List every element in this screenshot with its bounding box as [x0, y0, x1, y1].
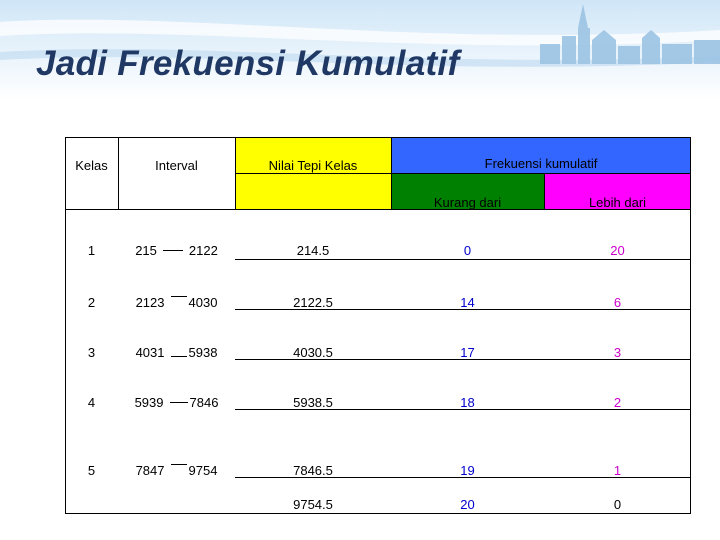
row-5-upper: 9754	[188, 462, 218, 478]
row-1-upper: 2122	[188, 242, 218, 258]
row-2-kelas: 2	[87, 294, 96, 310]
header-mid-line	[235, 173, 691, 174]
row-4-tepi: 5938.5	[293, 394, 333, 410]
slide-title: Jadi Frekuensi Kumulatif	[36, 44, 460, 83]
final-lebih: 0	[613, 496, 622, 512]
row-line-5	[235, 477, 691, 478]
row-3-lower: 4031	[135, 344, 165, 360]
row-1-lebih: 20	[610, 242, 625, 258]
row-4-kurang: 18	[460, 394, 475, 410]
final-kurang: 20	[460, 496, 475, 512]
row-5-interval: 7847 9754	[118, 457, 235, 483]
row-1-interval: 215 2122	[118, 237, 235, 263]
row-3-tepi: 4030.5	[293, 344, 333, 360]
border-bottom	[65, 513, 691, 514]
divider-kurang-lebih	[544, 173, 545, 209]
header-bottom-line	[65, 209, 691, 210]
header-green-fill	[391, 173, 544, 209]
range-dash	[162, 249, 183, 251]
row-line-2	[235, 309, 691, 310]
row-4-kelas: 4	[87, 394, 96, 410]
row-3-kurang: 17	[460, 344, 475, 360]
row-2-lower: 2123	[135, 294, 165, 310]
row-line-1	[235, 259, 691, 260]
row-1-kurang: 0	[463, 242, 472, 258]
row-1-kelas: 1	[87, 242, 96, 258]
row-4-upper: 7846	[189, 394, 219, 410]
row-3-interval: 4031 5938	[118, 339, 235, 365]
header-interval: Interval	[155, 157, 198, 173]
row-2-upper: 4030	[188, 294, 218, 310]
row-4-interval: 5939 7846	[118, 389, 235, 415]
row-line-4	[235, 409, 691, 410]
row-2-interval: 2123 4030	[118, 289, 235, 315]
frequency-table: Kelas Interval Nilai Tepi Kelas Frekuens…	[65, 137, 691, 514]
header-nilai-tepi: Nilai Tepi Kelas	[268, 157, 358, 173]
row-4-lower: 5939	[134, 394, 164, 410]
row-3-upper: 5938	[188, 344, 218, 360]
row-4-lebih: 2	[613, 394, 622, 410]
row-5-lebih: 1	[613, 462, 622, 478]
row-2-tepi: 2122.5	[293, 294, 333, 310]
header-kelas: Kelas	[75, 157, 108, 173]
header-band	[0, 0, 720, 100]
border-left	[65, 137, 66, 514]
row-5-kurang: 19	[460, 462, 475, 478]
row-3-lebih: 3	[613, 344, 622, 360]
range-dash	[170, 355, 187, 357]
row-5-kelas: 5	[87, 462, 96, 478]
range-dash	[170, 463, 187, 465]
row-line-3	[235, 359, 691, 360]
range-dash	[170, 295, 187, 297]
header-lebih: Lebih dari	[588, 194, 647, 210]
final-tepi: 9754.5	[293, 496, 333, 512]
row-3-kelas: 3	[87, 344, 96, 360]
divider-kelas	[118, 137, 119, 209]
header-kurang: Kurang dari	[433, 194, 502, 210]
row-5-tepi: 7846.5	[293, 462, 333, 478]
range-dash	[169, 401, 188, 403]
row-2-kurang: 14	[460, 294, 475, 310]
header-magenta-fill	[544, 173, 691, 209]
header-frekuensi: Frekuensi kumulatif	[484, 155, 598, 171]
row-1-lower: 215	[135, 242, 157, 258]
row-1-tepi: 214.5	[296, 242, 330, 258]
row-2-lebih: 6	[613, 294, 622, 310]
skyline-icon	[540, 4, 720, 64]
border-top	[65, 137, 691, 138]
header-blue-fill	[391, 137, 691, 173]
border-right	[690, 137, 691, 514]
row-5-lower: 7847	[135, 462, 165, 478]
